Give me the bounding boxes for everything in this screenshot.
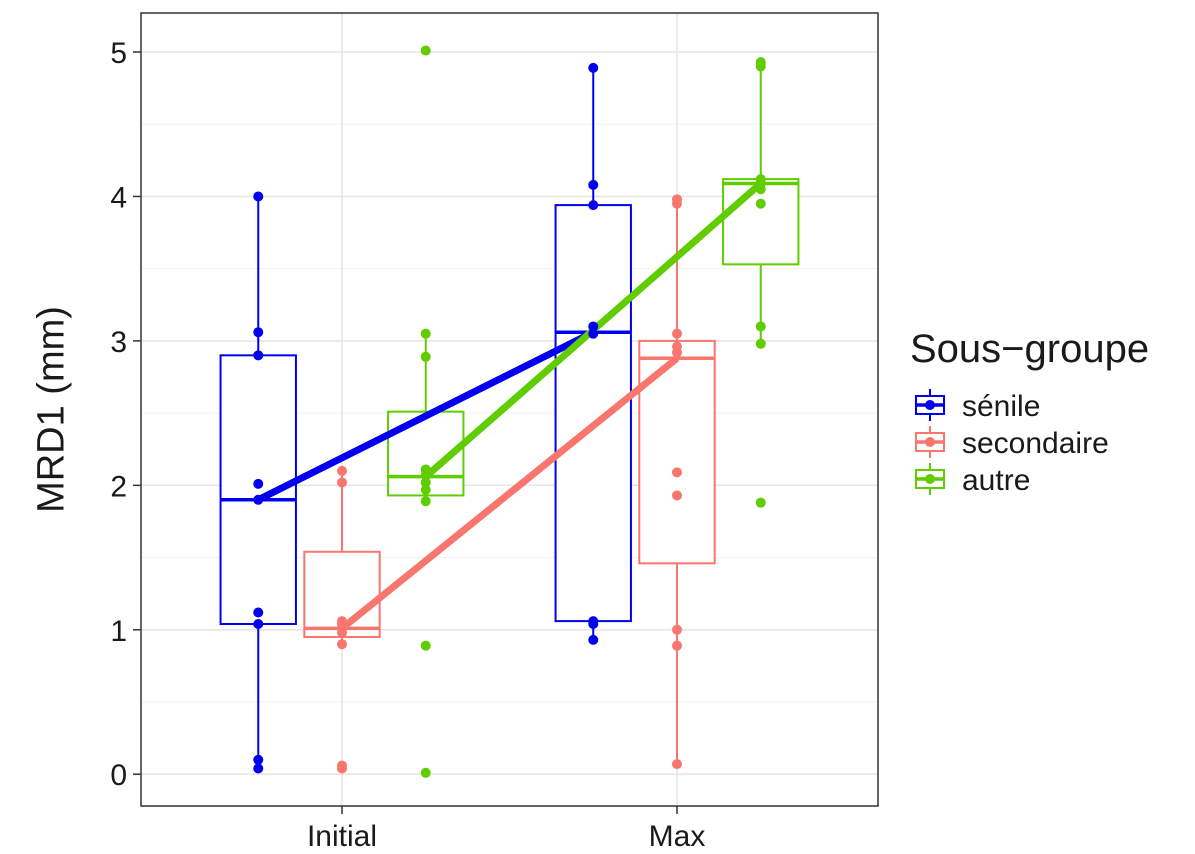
data-point-sénile <box>253 494 264 505</box>
data-point-autre <box>755 321 766 332</box>
data-point-secondaire <box>672 624 682 635</box>
data-point-sénile <box>253 754 264 765</box>
data-point-sénile <box>253 763 264 774</box>
data-point-secondaire <box>337 465 347 476</box>
legend-label: autre <box>962 464 1030 497</box>
box-layer <box>219 62 800 769</box>
data-point-autre <box>420 351 431 362</box>
trend-line-secondaire <box>339 355 680 632</box>
data-point-sénile <box>588 321 599 332</box>
data-point-sénile <box>253 191 264 202</box>
panel-border <box>140 12 879 807</box>
data-point-secondaire <box>672 341 682 352</box>
data-point-autre <box>420 328 431 339</box>
legend-item-secondaire: secondaire <box>915 426 1109 460</box>
data-point-sénile <box>588 634 599 645</box>
data-point-autre <box>755 497 766 508</box>
legend-item-sénile: sénile <box>915 389 1040 423</box>
data-point-secondaire <box>672 759 682 770</box>
legend-title: Sous−groupe <box>910 327 1149 371</box>
x-axis: Initial Max <box>307 806 706 853</box>
data-point-secondaire <box>337 760 347 771</box>
legend-key-point <box>925 437 935 447</box>
y-tick-label: 5 <box>110 37 127 70</box>
y-tick-label: 4 <box>110 181 127 214</box>
data-point-secondaire <box>337 477 347 488</box>
data-point-secondaire <box>672 640 682 651</box>
y-tick-label: 1 <box>110 615 127 648</box>
box-body <box>554 204 632 623</box>
data-point-secondaire <box>672 467 682 478</box>
legend-item-autre: autre <box>915 463 1030 497</box>
box-body <box>638 339 716 565</box>
point-layer <box>253 45 766 778</box>
y-axis-title: MRD1 (mm) <box>30 306 72 513</box>
data-point-autre <box>420 767 431 778</box>
data-point-secondaire <box>672 194 682 205</box>
x-tick-label: Max <box>649 820 706 849</box>
data-point-sénile <box>253 327 264 338</box>
data-point-autre <box>755 57 766 68</box>
data-point-sénile <box>253 619 264 629</box>
data-point-sénile <box>588 616 599 627</box>
legend-label: sénile <box>962 390 1040 423</box>
data-point-sénile <box>588 179 599 190</box>
data-point-autre <box>420 640 431 651</box>
data-point-autre <box>420 45 431 56</box>
data-point-autre <box>755 174 766 185</box>
box-autre-Max <box>722 62 800 344</box>
data-point-sénile <box>588 62 599 73</box>
data-point-autre <box>755 198 766 209</box>
y-tick-label: 2 <box>110 470 127 503</box>
data-point-secondaire <box>672 490 682 501</box>
data-point-sénile <box>253 478 264 489</box>
trend-line-sénile <box>256 329 595 503</box>
y-axis: 0 1 2 3 4 5 <box>110 37 141 792</box>
y-tick-label: 3 <box>110 326 127 359</box>
data-point-autre <box>420 484 431 495</box>
data-point-secondaire <box>337 616 347 627</box>
data-point-sénile <box>253 607 264 618</box>
data-point-sénile <box>588 328 599 339</box>
data-point-secondaire <box>337 639 347 650</box>
data-point-autre <box>420 464 431 475</box>
x-tick-label: Initial <box>307 820 377 849</box>
data-point-autre <box>420 496 431 507</box>
legend-key-point <box>925 474 935 484</box>
legend-key-point <box>925 400 935 410</box>
data-point-sénile <box>588 200 599 211</box>
legend: Sous−groupe sénile secondaire autre <box>910 327 1149 497</box>
data-point-autre <box>420 477 431 488</box>
legend-label: secondaire <box>962 427 1109 460</box>
y-tick-label: 0 <box>110 759 127 792</box>
data-point-autre <box>755 338 766 349</box>
data-point-secondaire <box>672 328 682 339</box>
data-point-sénile <box>253 350 264 361</box>
